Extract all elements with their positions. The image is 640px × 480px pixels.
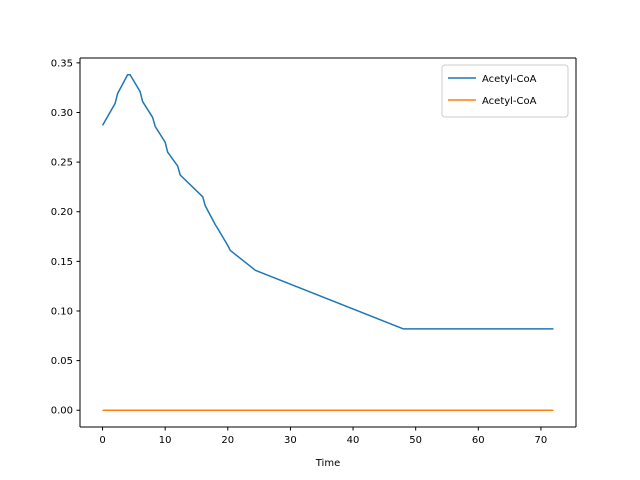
- x-axis-label: Time: [315, 458, 340, 469]
- series-layer: [101, 74, 554, 411]
- y-tick-label: 0.00: [51, 406, 73, 417]
- x-tick-label: 0: [99, 435, 105, 446]
- y-tick-label: 0.10: [51, 306, 73, 317]
- y-tick-label: 0.30: [51, 108, 73, 119]
- axes-layer: [79, 57, 577, 428]
- x-tick-label: 60: [472, 435, 485, 446]
- y-tick-label: 0.15: [51, 257, 73, 268]
- plot-area: [80, 58, 576, 427]
- legend-label-1: Acetyl-CoA: [482, 74, 537, 85]
- x-tick-label: 50: [409, 435, 422, 446]
- x-tick-label: 20: [221, 435, 234, 446]
- y-tick-label: 0.35: [51, 58, 73, 69]
- x-tick-label: 40: [347, 435, 360, 446]
- legend-frame: [441, 64, 569, 118]
- y-tick-label: 0.05: [51, 356, 73, 367]
- series-line-1: [101, 74, 554, 330]
- y-tick-label: 0.25: [51, 158, 73, 169]
- y-tick-label: 0.20: [51, 207, 73, 218]
- x-tick-label: 70: [535, 435, 548, 446]
- legend-label-2: Acetyl-CoA: [482, 96, 537, 107]
- x-tick-label: 10: [159, 435, 172, 446]
- legend: Acetyl-CoA Acetyl-CoA: [441, 64, 569, 118]
- ticks-layer: 0 10 20 30 40 50 60 70 0.00 0.05 0.10 0.15 0.20 0.25 0…: [51, 58, 548, 446]
- x-tick-label: 30: [284, 435, 297, 446]
